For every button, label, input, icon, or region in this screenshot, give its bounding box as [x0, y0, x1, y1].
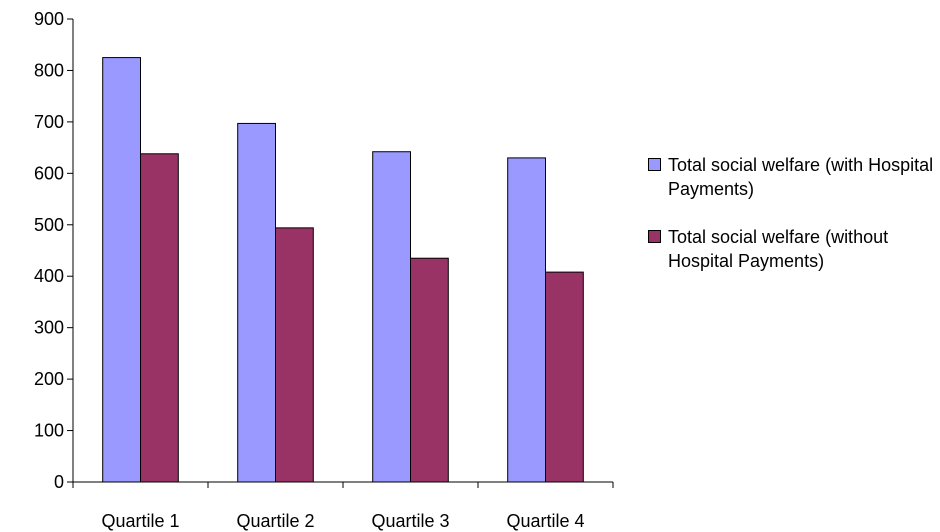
- legend-swatch-with: [648, 158, 661, 171]
- y-tick-label: 200: [34, 369, 64, 389]
- bar-with-q3: [372, 151, 412, 483]
- y-tick-label: 100: [34, 421, 64, 441]
- y-tick-label: 700: [34, 112, 64, 132]
- bar-without-q1: [140, 153, 179, 483]
- legend-item-without-hospital-payments: Total social welfare (without Hospital P…: [648, 225, 940, 273]
- y-tick-label: 800: [34, 60, 64, 80]
- x-tick-label: Quartile 1: [101, 511, 179, 531]
- x-tick-label: Quartile 2: [236, 511, 314, 531]
- bars: [102, 57, 584, 483]
- y-tick-label: 0: [54, 472, 64, 492]
- y-tick-label: 600: [34, 163, 64, 183]
- bar-without-q4: [545, 271, 584, 483]
- y-tick-label: 400: [34, 266, 64, 286]
- legend-swatch-without: [648, 230, 661, 243]
- legend-label-with: Total social welfare (with Hospital Paym…: [668, 155, 934, 199]
- y-tick-label: 900: [34, 9, 64, 29]
- y-tick-label: 500: [34, 215, 64, 235]
- x-axis: Quartile 1 Quartile 2 Quartile 3 Quartile 4: [72, 481, 614, 531]
- bar-without-q2: [275, 227, 314, 483]
- bar-with-q1: [102, 57, 141, 483]
- legend-label-without: Total social welfare (without Hospital P…: [668, 227, 889, 271]
- y-axis: 0 100 200 300 400 500 600 700 800 900: [34, 9, 74, 492]
- legend: Total social welfare (with Hospital Paym…: [648, 153, 940, 273]
- x-tick-label: Quartile 4: [506, 511, 584, 531]
- bar-with-q4: [507, 157, 547, 483]
- y-tick-label: 300: [34, 318, 64, 338]
- x-tick-label: Quartile 3: [371, 511, 449, 531]
- bar-without-q3: [410, 257, 449, 483]
- legend-item-with-hospital-payments: Total social welfare (with Hospital Paym…: [648, 153, 940, 201]
- bar-with-q2: [237, 122, 276, 483]
